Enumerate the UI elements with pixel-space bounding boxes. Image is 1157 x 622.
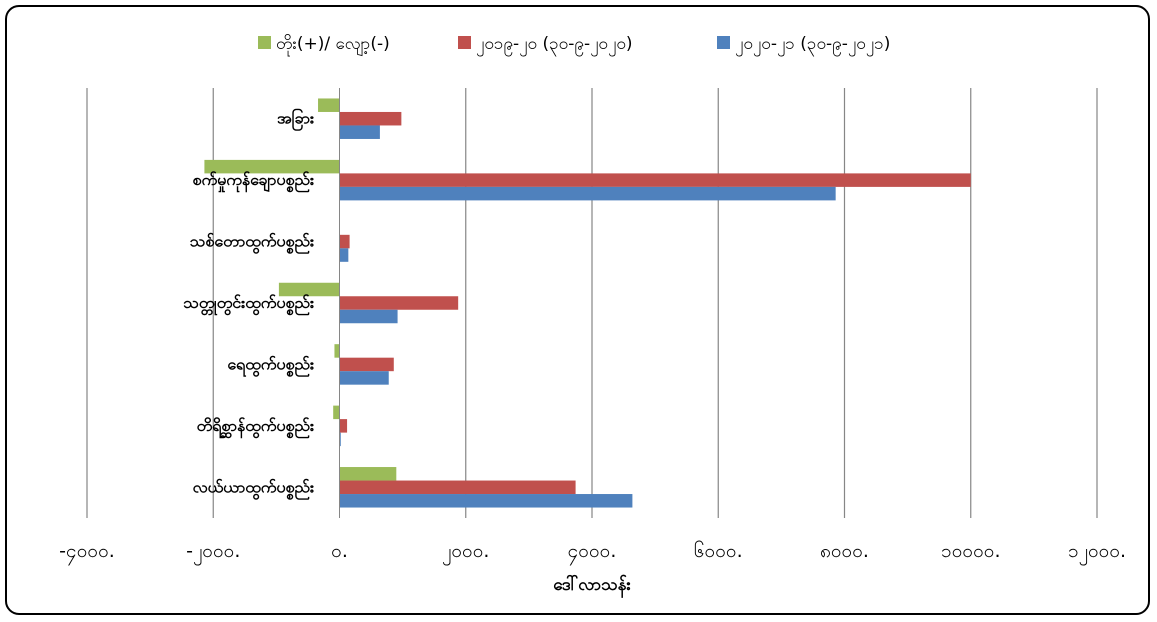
bar-series0-cat0 xyxy=(318,98,340,112)
x-axis-label: ဒေါ်လာသန်း xyxy=(553,573,631,599)
legend-label-1: ၂၀၁၉-၂၀ (၃၀-၉-၂၀၂၀) xyxy=(476,34,633,57)
x-tick-label-8: ၁၂၀၀၀. xyxy=(1068,540,1126,566)
bar-series2-cat0 xyxy=(339,125,380,139)
x-tick-labels: -၄၀၀၀. -၂၀၀၀. ၀. ၂၀၀၀. ၄၀၀၀. ၆၀၀၀. ၈၀၀၀. ၁၀၀၀၀.… xyxy=(59,539,1126,566)
category-label-5: တိရိစ္ဆာန်ထွက်ပစ္စည်း xyxy=(197,416,314,439)
bar-series2-cat2 xyxy=(339,248,349,262)
category-label-1: စက်မှုကုန်ချောပစ္စည်း xyxy=(192,170,314,193)
bar-series1-cat3 xyxy=(339,296,459,310)
bar-series1-cat1 xyxy=(339,173,971,187)
legend-label-2: ၂၀၂၀-၂၁ (၃၀-၉-၂၀၂၁) xyxy=(735,34,890,57)
chart-frame xyxy=(5,5,1150,615)
category-label-4: ရေထွက်ပစ္စည်း xyxy=(227,354,314,377)
bars xyxy=(204,98,971,508)
bar-series1-cat5 xyxy=(339,419,348,433)
legend-swatch-1 xyxy=(458,36,471,49)
bar-series2-cat5 xyxy=(339,432,341,447)
x-tick-label-6: ၈၀၀၀. xyxy=(820,540,869,562)
bar-series0-cat3 xyxy=(278,282,340,297)
category-label-2: သစ်တောထွက်ပစ္စည်း xyxy=(190,232,314,255)
category-label-3: သတ္တုတွင်းထွက်ပစ္စည်း xyxy=(183,293,314,316)
bar-series2-cat4 xyxy=(339,371,389,385)
category-label-6: လယ်ယာထွက်ပစ္စည်း xyxy=(193,477,314,500)
legend-label-0: တိုး(+)/ လျော့(-) xyxy=(276,34,390,57)
x-tick-label-2: ၀. xyxy=(331,540,348,562)
bar-series1-cat4 xyxy=(339,357,394,372)
bar-series0-cat1 xyxy=(204,159,340,174)
x-tick-label-4: ၄၀၀၀. xyxy=(568,540,617,566)
category-label-0: အခြား xyxy=(277,108,314,132)
gridlines xyxy=(86,88,1098,518)
x-tick-label-3: ၂၀၀၀. xyxy=(442,540,489,566)
bar-series1-cat0 xyxy=(339,111,402,126)
x-tick-label-5: ၆၀၀၀. xyxy=(694,539,743,562)
x-tick-label-7: ၁၀၀၀၀. xyxy=(941,540,1000,562)
legend-swatch-2 xyxy=(717,36,730,49)
legend-swatch-0 xyxy=(258,36,271,49)
bar-series0-cat4 xyxy=(334,344,340,358)
legend: တိုး(+)/ လျော့(-) ၂၀၁၉-၂၀ (၃၀-၉-၂၀၂၀) ၂၀၂၀… xyxy=(258,34,890,57)
bar-series0-cat5 xyxy=(333,405,340,420)
bar-series1-cat6 xyxy=(339,480,576,495)
x-tick-label-0: -၄၀၀၀. xyxy=(59,540,115,566)
bar-series2-cat3 xyxy=(339,309,398,324)
bar-series0-cat6 xyxy=(339,467,397,481)
x-tick-label-1: -၂၀၀၀. xyxy=(186,540,240,566)
bar-series2-cat1 xyxy=(339,186,836,201)
bar-series1-cat2 xyxy=(339,234,350,249)
bar-series2-cat6 xyxy=(339,494,633,508)
category-labels: အခြားစက်မှုကုန်ချောပစ္စည်းသစ်တောထွက်ပစ္စ… xyxy=(183,108,314,501)
